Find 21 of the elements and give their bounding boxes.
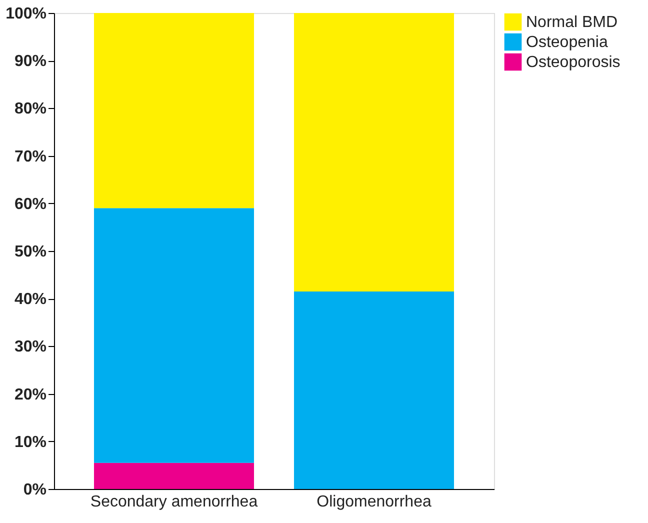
bar [294,291,454,489]
y-tick-label: 80% [14,100,46,118]
legend-label: Osteopenia [526,34,608,51]
bar [294,13,454,292]
y-tick-label: 60% [14,196,46,213]
bar [94,462,254,489]
y-tick-label: 90% [14,53,46,70]
y-tick-label: 10% [14,434,46,451]
y-tick-label: 30% [14,338,46,356]
legend-label: Osteoporosis [526,54,620,71]
y-tick-label: 50% [14,244,46,260]
y-tick-label: 100% [6,6,46,22]
y-tick-label: 70% [14,148,46,166]
bar [94,208,254,463]
x-tick-label: Oligomenorrhea [316,494,432,510]
y-tick-label: 0% [23,482,46,498]
y-tick-label: 40% [14,291,46,308]
x-tick-label: Secondary amenorrhea [90,494,258,510]
y-tick-label: 20% [14,386,46,404]
legend-label: Normal BMD [526,14,618,31]
bar [94,13,254,208]
